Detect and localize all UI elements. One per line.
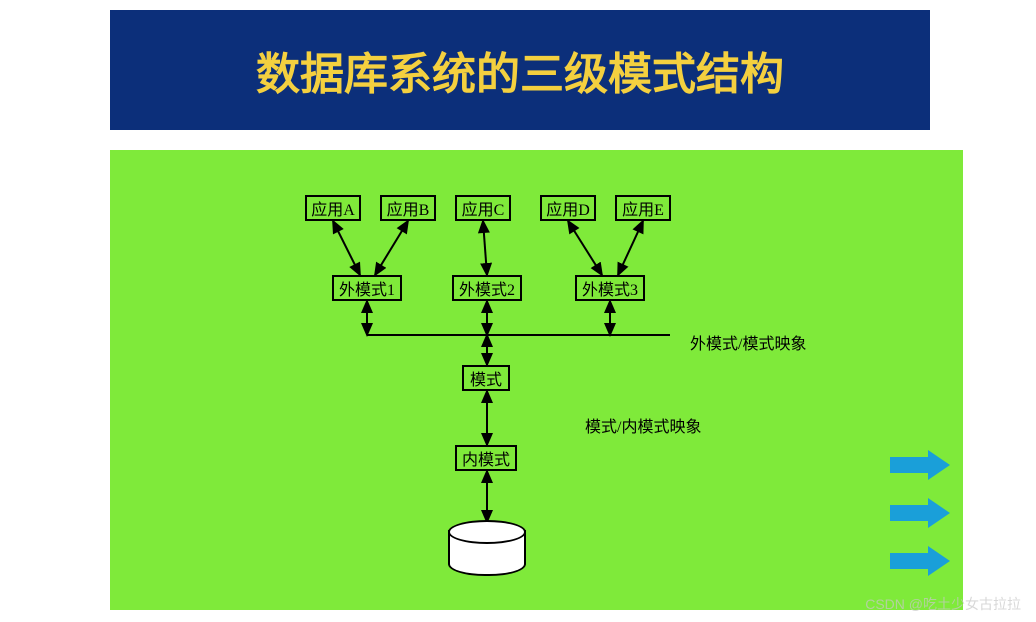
- app-box-c: 应用C: [455, 195, 511, 221]
- annotation-ext-mapping: 外模式/模式映象: [690, 330, 806, 354]
- ext-label: 外模式1: [339, 276, 395, 300]
- app-box-d: 应用D: [540, 195, 596, 221]
- app-box-b: 应用B: [380, 195, 436, 221]
- app-label: 应用B: [387, 196, 430, 220]
- diagram-panel: 应用A 应用B 应用C 应用D 应用E 外模式1 外模式2 外模式3 模式 内模…: [110, 150, 963, 610]
- annotation-inner-mapping: 模式/内模式映象: [585, 413, 701, 437]
- nav-arrow-1[interactable]: [890, 450, 950, 480]
- app-label: 应用A: [311, 196, 355, 220]
- nav-arrow-3[interactable]: [890, 546, 950, 576]
- app-label: 应用C: [462, 196, 505, 220]
- app-label: 应用E: [622, 196, 664, 220]
- schema-label: 模式: [470, 366, 502, 390]
- ext-label: 外模式2: [459, 276, 515, 300]
- app-box-a: 应用A: [305, 195, 361, 221]
- ext-label: 外模式3: [582, 276, 638, 300]
- title-bar: 数据库系统的三级模式结构: [110, 10, 930, 130]
- inner-schema-box: 内模式: [455, 445, 517, 471]
- slide-title: 数据库系统的三级模式结构: [256, 38, 784, 102]
- schema-box: 模式: [462, 365, 510, 391]
- watermark: CSDN @吃土少女古拉拉: [865, 594, 1021, 614]
- ext-schema-2: 外模式2: [452, 275, 522, 301]
- nav-arrow-2[interactable]: [890, 498, 950, 528]
- ext-schema-3: 外模式3: [575, 275, 645, 301]
- app-box-e: 应用E: [615, 195, 671, 221]
- database-cylinder: [448, 530, 526, 576]
- inner-schema-label: 内模式: [462, 446, 510, 470]
- app-label: 应用D: [546, 196, 590, 220]
- slide-container: 数据库系统的三级模式结构 应用A 应用B 应用C 应用D 应用E 外模式1 外模…: [0, 0, 1036, 622]
- ext-schema-1: 外模式1: [332, 275, 402, 301]
- diagram-edges: [110, 150, 963, 610]
